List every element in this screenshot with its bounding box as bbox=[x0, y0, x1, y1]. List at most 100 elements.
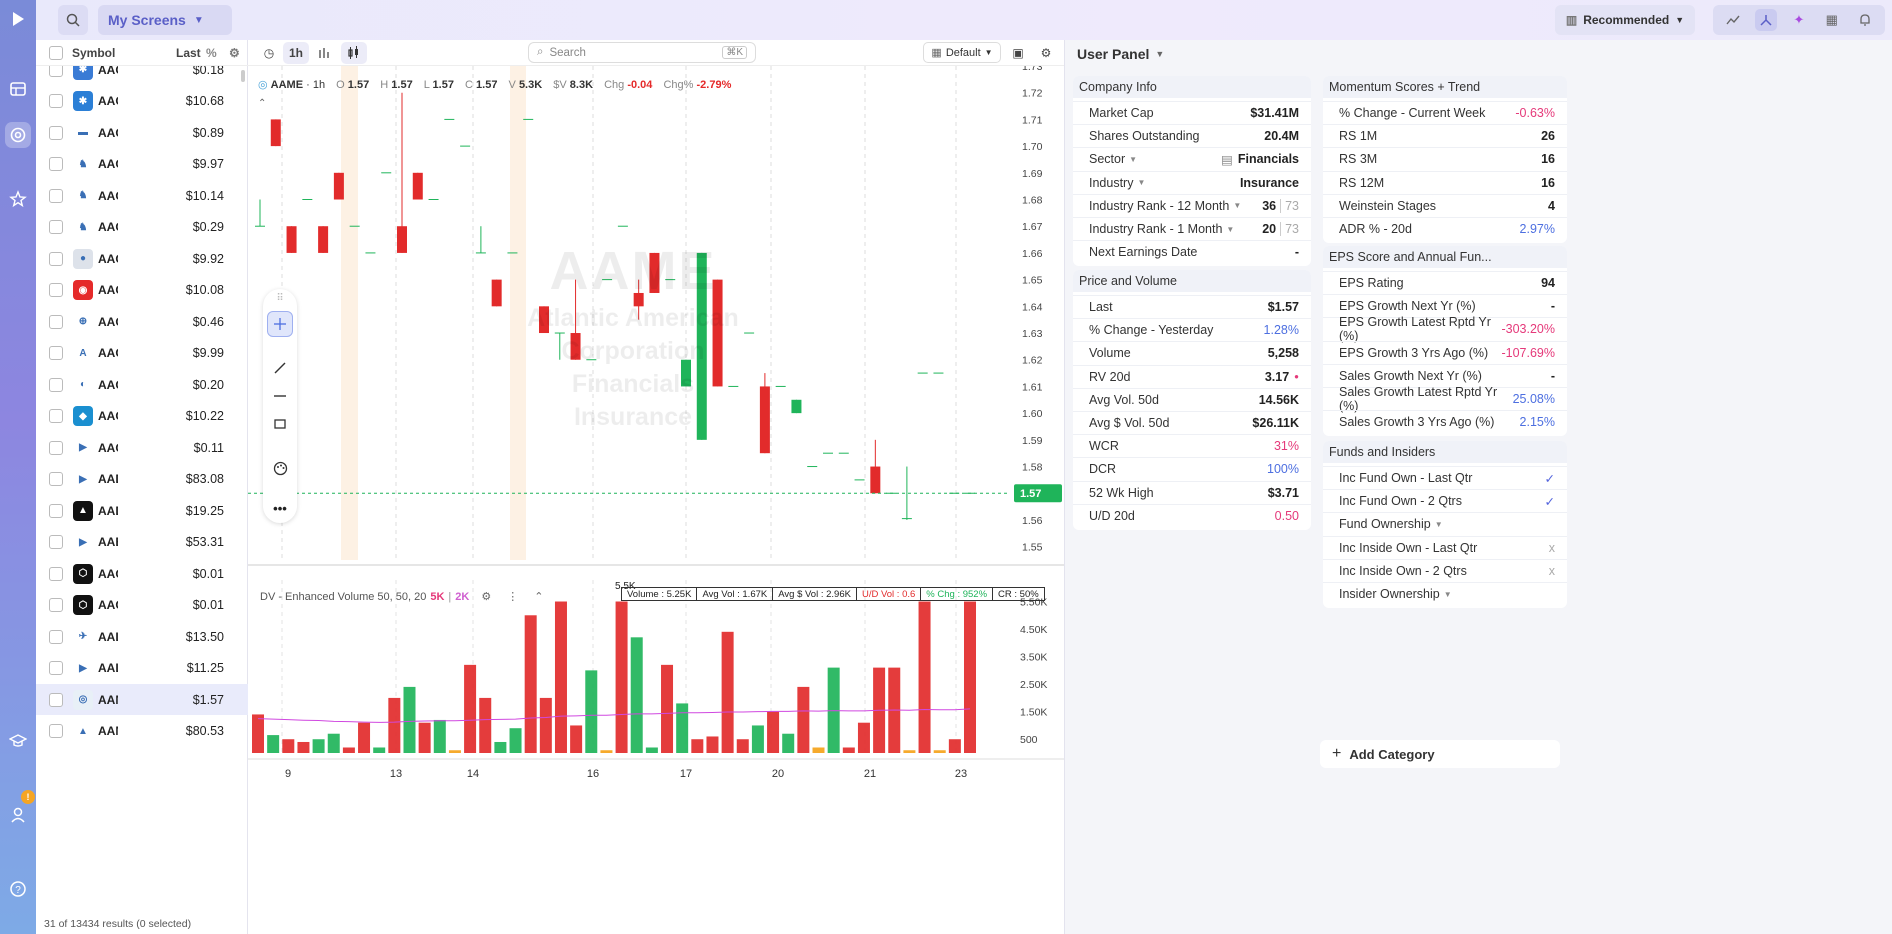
row-checkbox[interactable] bbox=[49, 314, 63, 329]
rectangle-icon[interactable] bbox=[267, 411, 293, 437]
row-checkbox[interactable] bbox=[49, 125, 63, 140]
legend-close: 1.57 bbox=[476, 79, 498, 91]
table-row[interactable]: ▶ AAL $11.25 bbox=[36, 653, 248, 684]
field-row[interactable]: Insider Ownership ▼ bbox=[1323, 582, 1567, 605]
row-checkbox[interactable] bbox=[49, 535, 63, 549]
table-row[interactable]: ⊕ AAC $0.46 bbox=[36, 306, 248, 337]
row-checkbox[interactable] bbox=[49, 661, 63, 675]
table-row[interactable]: ♞ AAC $9.97 bbox=[36, 149, 248, 180]
table-row[interactable]: ✱ AAC $10.68 bbox=[36, 86, 248, 117]
learn-cap-icon[interactable] bbox=[5, 728, 31, 754]
table-row[interactable]: ✈ AAL $13.50 bbox=[36, 621, 248, 652]
table-row[interactable]: ● AAC $9.92 bbox=[36, 243, 248, 274]
row-last-price: $9.92 bbox=[192, 251, 224, 266]
bar-chart-type-icon[interactable] bbox=[313, 42, 335, 64]
table-row[interactable]: ◎ AAM $1.57 bbox=[36, 684, 248, 715]
select-all-checkbox[interactable] bbox=[49, 45, 63, 60]
add-category-button[interactable]: + Add Category bbox=[1320, 740, 1560, 768]
field-value: 5,258 bbox=[1267, 346, 1299, 361]
field-row[interactable]: Fund Ownership ▼ bbox=[1323, 512, 1567, 535]
drag-handle-icon[interactable]: ⠿ bbox=[276, 292, 284, 304]
ai-sparkle-icon[interactable]: ✦ bbox=[1793, 12, 1805, 27]
recommended-dropdown[interactable]: ▥ Recommended ▼ bbox=[1555, 5, 1695, 35]
volume-chart[interactable]: 5.50K 4.50K 3.50K 2.50K 1.50K 500 9 13 14 16 17 20 2… bbox=[248, 580, 1064, 780]
collapse-legend-icon[interactable]: ⌃ bbox=[258, 98, 267, 109]
global-search-button[interactable] bbox=[58, 5, 88, 35]
list-settings-icon[interactable]: ⚙ bbox=[229, 45, 240, 60]
row-checkbox[interactable] bbox=[49, 566, 63, 581]
row-checkbox[interactable] bbox=[49, 724, 63, 738]
indicator-more-icon[interactable]: ⋮ bbox=[507, 591, 519, 603]
col-last[interactable]: Last bbox=[176, 45, 201, 60]
chart-view-icon[interactable] bbox=[1722, 9, 1744, 31]
watchlist-star-icon[interactable] bbox=[5, 186, 31, 212]
crosshair-icon[interactable] bbox=[267, 311, 293, 337]
table-row[interactable]: ✱ AAC $0.18 bbox=[36, 66, 248, 85]
row-checkbox[interactable] bbox=[49, 409, 63, 423]
profile-icon[interactable] bbox=[5, 802, 31, 828]
split-view-icon[interactable] bbox=[1755, 9, 1778, 31]
table-row[interactable]: ◉ AAC $10.08 bbox=[36, 275, 248, 306]
price-chart[interactable]: 1.55 1.56 1.57 1.58 1.59 1.60 1.61 1.62 1.63 1.64… bbox=[248, 66, 1064, 566]
user-panel-dropdown[interactable]: User Panel ▼ bbox=[1077, 46, 1164, 62]
table-row[interactable]: ⬡ AAC $0.01 bbox=[36, 558, 248, 589]
screener-list: Symbol Last % ⚙ ✱ AAC $0.18 ✱ AAC $10.68 ▬ AAC $… bbox=[36, 40, 248, 934]
palette-icon[interactable] bbox=[267, 455, 293, 481]
table-row[interactable]: ♞ AAC $10.14 bbox=[36, 180, 248, 211]
table-row[interactable]: ⬡ AAC $0.01 bbox=[36, 590, 248, 621]
table-row[interactable]: ▲ AAM $80.53 bbox=[36, 716, 248, 747]
field-row[interactable]: Industry ▼ Insurance bbox=[1073, 170, 1311, 194]
layout-dropdown[interactable]: ▦ Default ▼ bbox=[923, 42, 1001, 63]
chart-symbol-search[interactable]: ⌕ Search ⌘K bbox=[528, 42, 756, 63]
horizontal-line-icon[interactable] bbox=[267, 383, 293, 409]
table-row[interactable]: A AAC $9.99 bbox=[36, 338, 248, 369]
table-row[interactable]: ▶ AAB $53.31 bbox=[36, 527, 248, 558]
my-screens-dropdown[interactable]: My Screens ▼ bbox=[98, 5, 232, 35]
table-row[interactable]: ▶ AAC $0.11 bbox=[36, 432, 248, 463]
dashboard-icon[interactable] bbox=[5, 76, 31, 102]
col-symbol[interactable]: Symbol bbox=[72, 45, 116, 60]
field-row[interactable]: Sector ▼ ▤ Financials bbox=[1073, 147, 1311, 170]
calendar-icon[interactable]: ▣ bbox=[1012, 46, 1024, 60]
table-row[interactable]: ◐ AAC $0.20 bbox=[36, 369, 248, 400]
row-checkbox[interactable] bbox=[49, 94, 63, 108]
interval-button[interactable]: 1h bbox=[283, 42, 309, 64]
table-row[interactable]: ♞ AAC $0.29 bbox=[36, 212, 248, 243]
row-checkbox[interactable] bbox=[49, 346, 63, 360]
help-icon[interactable]: ? bbox=[5, 876, 31, 902]
field-row[interactable]: Industry Rank - 12 Month ▼ 36 73 bbox=[1073, 193, 1311, 217]
table-row[interactable]: ▲ AAD $19.25 bbox=[36, 495, 248, 526]
indicator-settings-icon[interactable]: ⚙ bbox=[481, 591, 492, 603]
row-checkbox[interactable] bbox=[49, 440, 63, 455]
field-row[interactable]: Industry Rank - 1 Month ▼ 20 73 bbox=[1073, 217, 1311, 240]
row-checkbox[interactable] bbox=[49, 283, 63, 297]
row-checkbox[interactable] bbox=[49, 503, 63, 518]
grid-view-icon[interactable]: ▦ bbox=[1825, 12, 1838, 27]
indicator-collapse-icon[interactable]: ⌃ bbox=[534, 591, 544, 603]
row-checkbox[interactable] bbox=[49, 220, 63, 234]
list-scrollbar[interactable] bbox=[241, 70, 245, 82]
table-row[interactable]: ▶ AAD $83.08 bbox=[36, 464, 248, 495]
table-row[interactable]: ◆ AAC $10.22 bbox=[36, 401, 248, 432]
row-checkbox[interactable] bbox=[49, 66, 63, 77]
row-checkbox[interactable] bbox=[49, 188, 63, 203]
clock-icon[interactable]: ◷ bbox=[263, 46, 275, 60]
table-row[interactable]: ▬ AAC $0.89 bbox=[36, 117, 248, 148]
row-checkbox[interactable] bbox=[49, 377, 63, 392]
row-checkbox[interactable] bbox=[49, 251, 63, 266]
row-checkbox[interactable] bbox=[49, 157, 63, 171]
screener-icon[interactable] bbox=[5, 122, 31, 148]
row-checkbox[interactable] bbox=[49, 692, 63, 707]
row-checkbox[interactable] bbox=[49, 629, 63, 644]
app-logo-icon[interactable] bbox=[5, 6, 31, 32]
chart-settings-icon[interactable]: ⚙ bbox=[1040, 46, 1052, 60]
volume-bar bbox=[267, 735, 280, 753]
trend-line-icon[interactable] bbox=[267, 355, 293, 381]
more-tools-icon[interactable]: ••• bbox=[273, 500, 287, 516]
col-pct[interactable]: % bbox=[206, 45, 217, 60]
bell-icon[interactable] bbox=[1854, 9, 1876, 31]
card-title: Price and Volume bbox=[1073, 270, 1311, 292]
row-checkbox[interactable] bbox=[49, 598, 63, 612]
candles-icon[interactable] bbox=[341, 42, 367, 64]
row-checkbox[interactable] bbox=[49, 472, 63, 486]
